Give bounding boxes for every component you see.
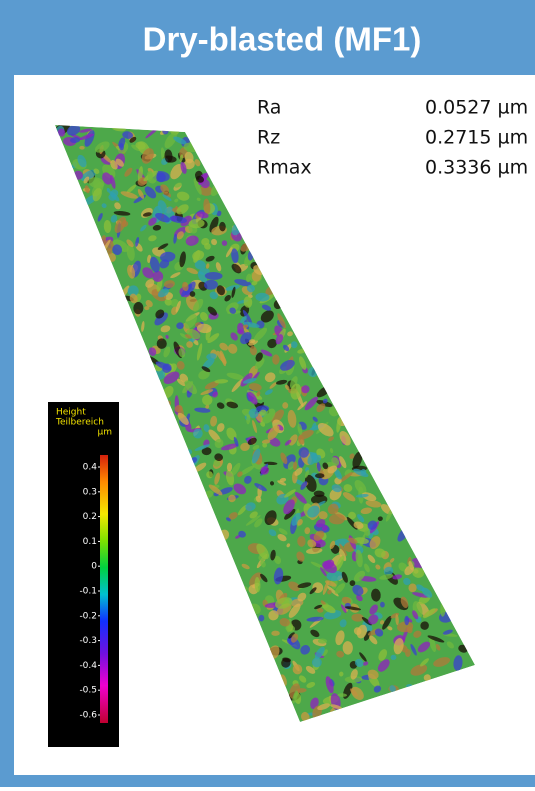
colorbar-tick-label: -0.6	[79, 711, 97, 721]
colorbar	[100, 455, 108, 723]
colorbar-tick-label: 0.1	[83, 537, 97, 547]
parameter-name: Ra	[257, 97, 281, 119]
parameter-name: Rz	[257, 127, 280, 149]
surface-texture	[391, 655, 397, 660]
colorbar-tick-label: -0.2	[79, 611, 97, 621]
parameter-value: 0.3336 µm	[425, 157, 528, 179]
colorbar-title: Teilbereich	[55, 418, 104, 428]
colorbar-tick-label: -0.1	[79, 587, 97, 597]
colorbar-title: Height	[56, 408, 86, 418]
colorbar-tick-label: -0.4	[79, 661, 97, 671]
colorbar-tick-label: 0.4	[83, 463, 98, 473]
surface-texture	[157, 338, 167, 349]
colorbar-tick-label: -0.5	[79, 686, 97, 696]
colorbar-tick-label: 0.3	[83, 487, 97, 497]
colorbar-tick-label: 0	[91, 562, 97, 572]
colorbar-tick-label: -0.3	[79, 636, 97, 646]
parameter-value: 0.2715 µm	[425, 127, 528, 149]
colorbar-unit: µm	[98, 428, 113, 438]
surface-texture	[153, 271, 164, 282]
figure-panel: Dry-blasted (MF1) Ra 0.0527 µm Rz 0.2715 µm…	[0, 0, 535, 787]
parameter-name: Rmax	[257, 157, 312, 179]
parameter-value: 0.0527 µm	[425, 97, 528, 119]
panel-title: Dry-blasted (MF1)	[143, 21, 422, 58]
colorbar-tick-label: 0.2	[83, 512, 97, 522]
